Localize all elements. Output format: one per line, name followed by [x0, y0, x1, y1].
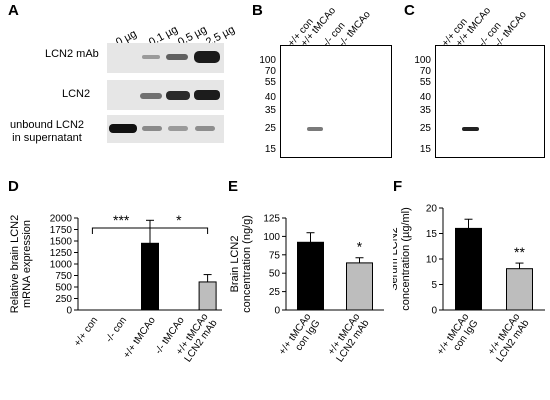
y-tick-label: 2000 [50, 214, 73, 225]
mw-tick: 100 [259, 55, 276, 66]
blot-band [142, 126, 162, 131]
y-tick-label: 0 [431, 306, 437, 317]
panel-label-e: E [228, 178, 239, 195]
row-label-unbound: unbound LCN2 in supernatant [10, 119, 85, 144]
mw-tick: 35 [419, 105, 431, 116]
y-tick-label: 5 [431, 280, 437, 291]
y-tick-label: 100 [263, 232, 280, 243]
y-tick-label: 0 [66, 306, 72, 317]
y-tick-label: 25 [269, 287, 281, 298]
significance-label: *** [113, 212, 130, 228]
bar [297, 241, 324, 311]
y-tick-label: 1750 [50, 225, 73, 236]
blot-band [194, 51, 220, 63]
y-tick-label: 75 [269, 250, 281, 261]
mw-tick: 100 [414, 55, 431, 66]
y-tick-label: 50 [269, 269, 281, 280]
blot-membrane-c [435, 45, 545, 158]
significance-label: ** [514, 244, 525, 260]
y-tick-label: 20 [426, 204, 438, 215]
blot-band [166, 54, 188, 60]
y-tick-label: 10 [426, 255, 438, 266]
y-tick-label: 250 [55, 294, 72, 305]
blot-band [168, 126, 188, 131]
x-tick-label: -/- con [104, 315, 129, 345]
significance-bracket [91, 227, 151, 234]
significance-label: * [176, 212, 182, 228]
mw-tick: 55 [264, 77, 276, 88]
blot-membrane-b [280, 45, 392, 158]
bar [198, 281, 217, 311]
mw-tick: 25 [419, 123, 431, 134]
x-tick-label: +/+ tMCAocon IgG [435, 311, 481, 363]
mw-tick: 15 [264, 144, 276, 155]
bar [506, 268, 533, 311]
row-label-lcn2-mab: LCN2 mAb [45, 48, 99, 60]
panel-label-d: D [8, 178, 19, 195]
mw-tick: 35 [264, 105, 276, 116]
significance-label: * [357, 239, 363, 255]
y-tick-label: 1250 [50, 248, 73, 259]
blot-band [307, 127, 323, 131]
row-label-lcn2: LCN2 [62, 88, 91, 100]
chart-e: 0 25 50 75 100 125 Brain LCN2concentration (ng… [229, 214, 384, 364]
mw-tick: 25 [264, 123, 276, 134]
significance-bracket [149, 227, 209, 234]
y-tick-label: 1000 [50, 260, 73, 271]
y-tick-label: 1500 [50, 237, 73, 248]
x-tick-label: +/+ tMCAoLCN2 mAb [485, 311, 531, 364]
x-tick-label: +/+ tMCAoLCN2 mAb [325, 311, 371, 364]
panel-label-a: A [8, 2, 19, 19]
mw-tick: 55 [419, 77, 431, 88]
y-axis-label: Brain LCN2concentration (ng/g) [229, 215, 253, 313]
mw-tick: 70 [264, 66, 276, 77]
mw-tick: 40 [419, 92, 431, 103]
bar [141, 242, 159, 311]
panel-label-f: F [393, 178, 403, 195]
y-axis-label: Relative brain LCN2mRNA expression [9, 215, 33, 313]
mw-tick: 40 [264, 92, 276, 103]
bar [346, 262, 373, 311]
mw-tick: 70 [419, 66, 431, 77]
y-tick-label: 500 [55, 283, 72, 294]
y-tick-label: 0 [274, 306, 280, 317]
blot-band [140, 93, 162, 99]
blot-band [195, 126, 215, 131]
y-tick-label: 750 [55, 271, 72, 282]
y-tick-label: 15 [426, 229, 438, 240]
blot-band [462, 127, 479, 131]
blot-band [194, 90, 220, 100]
x-tick-label: +/+ tMCAocon IgG [277, 311, 323, 363]
blot-band [166, 91, 190, 100]
panel-label-c: C [404, 2, 415, 19]
chart-f: 0 5 10 15 20 Serum LCN2concentration (µg/ml) +… [393, 204, 545, 364]
blot-band [142, 55, 160, 59]
y-axis-label: Serum LCN2concentration (µg/ml) [393, 207, 412, 311]
y-tick-label: 125 [263, 214, 280, 225]
blot-band [109, 124, 137, 133]
panel-label-b: B [252, 2, 263, 19]
x-tick-label: +/+ con [72, 315, 100, 349]
bar [455, 227, 482, 311]
mw-tick: 15 [419, 144, 431, 155]
